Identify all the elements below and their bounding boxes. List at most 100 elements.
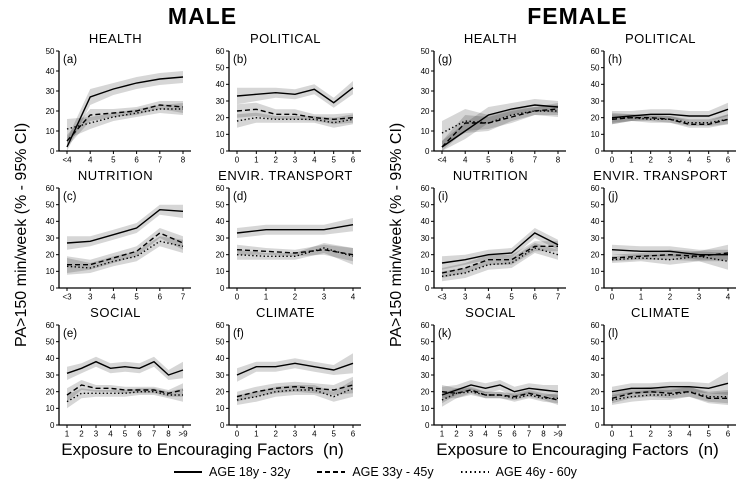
y-tick-label: 30 <box>590 97 599 106</box>
panel-letter: (b) <box>233 54 247 66</box>
ci-band-dotted <box>236 380 353 405</box>
panel-letter: (l) <box>608 328 618 340</box>
x-tick-label: <3 <box>437 293 447 302</box>
x-tick-label: 4 <box>687 156 692 165</box>
ci-band-dotted <box>236 243 353 265</box>
panel-i-nutrition: NUTRITION 0 10 20 30 40 50 60 <3 3 4 5 6 7 (i) <box>410 168 572 302</box>
panel-d-envir-transport: ENVIR. TRANSPORT 0 10 20 30 40 50 60 0 1 2 3 4 (d) <box>205 168 367 302</box>
y-tick-label: 30 <box>215 371 224 380</box>
panel-grid-female: HEALTH 0 10 20 30 40 50 <4 4 5 6 7 8 (g) POLITICAL 0 10 2… <box>410 30 742 439</box>
y-tick-label: 60 <box>215 321 224 330</box>
panel-letter: (c) <box>63 191 77 203</box>
x-tick-label: 3 <box>667 156 672 165</box>
ci-band-dashed <box>66 101 183 147</box>
series-dotted <box>66 390 183 403</box>
group-body-male: PA>150 min/week (% - 95% CI) HEALTH 0 10 20… <box>9 30 367 439</box>
y-tick-label: 50 <box>45 200 54 209</box>
panel-b-political: POLITICAL 0 10 20 30 40 50 60 0 1 2 3 4 5 6 (b) <box>205 31 367 165</box>
x-tick-label: 1 <box>439 430 444 439</box>
y-axis-label-female: PA>150 min/week (% - 95% CI) <box>387 122 405 347</box>
ci-band-solid <box>66 204 183 250</box>
x-tick-label: 2 <box>648 156 653 165</box>
series-dotted <box>236 247 353 258</box>
x-tick-label: 0 <box>234 293 239 302</box>
y-axis-label-male: PA>150 min/week (% - 95% CI) <box>12 122 30 347</box>
series-dashed <box>66 232 183 266</box>
panel-letter: (k) <box>438 328 452 340</box>
panel-g-chart: 0 10 20 30 40 50 <4 4 5 6 7 8 (g) <box>420 47 566 165</box>
x-tick-label: 5 <box>134 293 139 302</box>
series-dotted <box>66 240 183 269</box>
y-tick-label: 10 <box>215 267 224 276</box>
y-tick-label: 30 <box>420 371 429 380</box>
y-tick-label: 0 <box>425 284 430 293</box>
series-dashed <box>441 245 558 274</box>
y-tick-label: 50 <box>45 47 54 56</box>
y-tick-label: 20 <box>215 113 224 122</box>
x-tick-label: 7 <box>180 293 185 302</box>
ci-band-solid <box>611 371 728 397</box>
y-tick-label: 60 <box>45 321 54 330</box>
panel-title: ENVIR. TRANSPORT <box>593 168 728 183</box>
panel-d-chart: 0 10 20 30 40 50 60 0 1 2 3 4 (d) <box>215 184 361 302</box>
x-tick-label: 0 <box>609 293 614 302</box>
group-title-male: MALE <box>167 3 238 29</box>
x-tick-label: 4 <box>725 293 730 302</box>
y-tick-label: 10 <box>590 267 599 276</box>
legend-item-age-33-45: AGE 33y - 45y <box>316 465 434 479</box>
y-tick-label: 50 <box>420 200 429 209</box>
y-tick-label: 30 <box>590 371 599 380</box>
panel-letter: (h) <box>608 54 622 66</box>
dotted-line-icon <box>460 471 489 473</box>
panel-g-health: HEALTH 0 10 20 30 40 50 <4 4 5 6 7 8 (g) <box>410 31 572 165</box>
x-tick-label: 2 <box>454 430 459 439</box>
panel-h-chart: 0 10 20 30 40 50 60 0 1 2 3 4 5 6 (h) <box>590 47 736 165</box>
panel-c-nutrition: NUTRITION 0 10 20 30 40 50 60 <3 3 4 5 6 7 (c) <box>35 168 197 302</box>
ci-band-dashed <box>236 376 353 402</box>
x-tick-label: 6 <box>725 430 730 439</box>
ci-band-dotted <box>66 236 183 275</box>
panel-letter: (e) <box>63 328 77 340</box>
panel-letter: (i) <box>438 191 448 203</box>
ci-band-dashed <box>66 380 183 402</box>
series-dotted <box>611 116 728 124</box>
x-tick-label: 5 <box>497 430 502 439</box>
panel-k-chart: 0 10 20 30 40 50 60 1 2 3 4 5 6 7 8 >9 (k) <box>420 321 566 439</box>
group-body-female: PA>150 min/week (% - 95% CI) HEALTH 0 10 20… <box>384 30 742 439</box>
y-tick-label: 50 <box>45 337 54 346</box>
x-tick-label: 5 <box>331 430 336 439</box>
y-tick-label: 30 <box>420 234 429 243</box>
y-tick-label: 20 <box>45 107 54 116</box>
series-dotted <box>441 247 558 277</box>
x-tick-label: 1 <box>629 156 634 165</box>
x-tick-label: 6 <box>725 156 730 165</box>
y-tick-label: 10 <box>590 130 599 139</box>
x-tick-label: 4 <box>111 293 116 302</box>
panel-f-climate: CLIMATE 0 10 20 30 40 50 60 0 1 2 3 4 5 6 (f) <box>205 305 367 439</box>
x-tick-label: 7 <box>555 293 560 302</box>
y-tick-label: 30 <box>215 234 224 243</box>
panel-title: SOCIAL <box>465 305 516 320</box>
ci-band-dotted <box>66 103 183 139</box>
panel-l-climate: CLIMATE 0 10 20 30 40 50 60 0 1 2 3 4 5 6 (l) <box>580 305 742 439</box>
x-tick-label: 6 <box>509 156 514 165</box>
ci-band-solid <box>236 218 353 238</box>
x-tick-label: 3 <box>93 430 98 439</box>
x-tick-label: 2 <box>273 156 278 165</box>
x-tick-label: 8 <box>541 430 546 439</box>
series-dotted <box>611 255 728 262</box>
series-solid <box>611 382 728 393</box>
y-tick-label: 10 <box>45 127 54 136</box>
x-tick-label: 0 <box>609 430 614 439</box>
x-tick-label: 3 <box>462 293 467 302</box>
series-dashed <box>236 108 353 121</box>
y-tick-label: 50 <box>215 337 224 346</box>
series-dotted <box>441 110 558 134</box>
y-tick-label: 40 <box>590 217 599 226</box>
y-tick-label: 60 <box>590 184 599 193</box>
y-tick-label: 60 <box>215 47 224 56</box>
x-tick-label: 8 <box>180 156 185 165</box>
series-dotted <box>236 387 353 401</box>
x-tick-label: 6 <box>512 430 517 439</box>
y-tick-label: 60 <box>215 184 224 193</box>
